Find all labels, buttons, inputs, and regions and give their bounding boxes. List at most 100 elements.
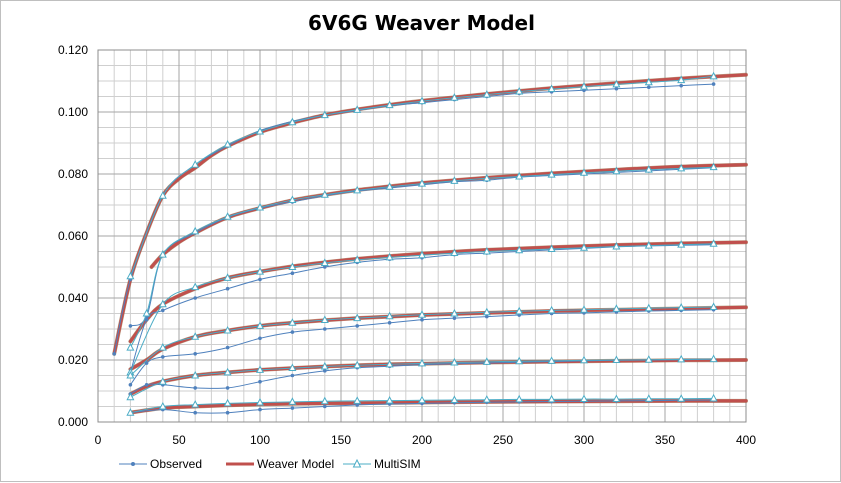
multisim-point [158, 401, 167, 410]
multisim-point [126, 271, 135, 280]
multisim-point [223, 273, 232, 281]
multisim-point [353, 313, 362, 322]
multisim-point [450, 248, 459, 257]
x-tick-label: 200 [412, 433, 432, 447]
multisim-point [353, 105, 362, 113]
multisim-point [385, 396, 394, 404]
multisim-point [482, 246, 491, 255]
observed-point [128, 324, 133, 328]
multisim-point [288, 318, 297, 326]
multisim-curve [129, 166, 715, 349]
multisim-point [255, 365, 265, 373]
legend-item-observed: Observed [119, 457, 202, 471]
multisim-point [223, 398, 232, 407]
multisim-point [417, 310, 427, 318]
multisim-point [482, 357, 491, 365]
multisim-point [191, 400, 200, 408]
multisim-point [482, 173, 491, 182]
multisim-point [158, 250, 167, 258]
multisim-point [353, 396, 362, 404]
multisim-point [612, 355, 621, 363]
observed-point [112, 352, 116, 356]
multisim-point [417, 358, 427, 367]
x-tick-label: 100 [250, 433, 270, 447]
x-tick-label: 300 [574, 433, 594, 447]
multisim-point [547, 305, 556, 314]
multisim-point [385, 252, 394, 261]
observed-point [193, 410, 197, 415]
observed-point [161, 308, 165, 313]
multisim-point [320, 258, 329, 266]
multisim-point [547, 170, 556, 178]
multisim-point [158, 377, 167, 385]
observed-point [144, 361, 149, 365]
multisim-point [353, 255, 362, 263]
multisim-point [288, 195, 297, 204]
observed-point [614, 86, 619, 91]
multisim-point [677, 163, 686, 172]
multisim-point [320, 315, 329, 324]
multisim-point [223, 325, 232, 334]
multisim-point [255, 321, 265, 329]
y-tick-label: 0.060 [58, 229, 88, 243]
x-tick-label: 350 [655, 433, 675, 447]
multisim-point [709, 302, 718, 310]
multisim-point [191, 226, 200, 235]
multisim-point [482, 395, 491, 403]
observed-point [290, 330, 295, 334]
multisim-point [677, 354, 686, 363]
multisim-point [255, 267, 265, 275]
multisim-point [288, 397, 297, 405]
multisim-point [450, 308, 459, 317]
multisim-point [255, 397, 265, 406]
x-tick-label: 400 [736, 433, 756, 447]
legend-marker [131, 462, 135, 466]
multisim-point [417, 250, 427, 259]
multisim-point [223, 212, 232, 220]
observed-point [193, 296, 197, 300]
observed-point [323, 404, 327, 409]
multisim-point [709, 393, 718, 402]
multisim-point [320, 190, 329, 198]
observed-point [193, 352, 197, 356]
x-tick-label: 0 [95, 433, 102, 447]
observed-point [290, 271, 295, 276]
multisim-point [450, 395, 459, 403]
multisim-point [644, 303, 653, 312]
observed-point [485, 314, 489, 319]
multisim-point [612, 394, 621, 403]
multisim-point [482, 307, 491, 316]
multisim-point [288, 262, 297, 270]
x-tick-label: 150 [331, 433, 351, 447]
multisim-point [255, 126, 265, 135]
multisim-point [579, 168, 589, 176]
multisim-point [677, 75, 686, 84]
multisim-point [126, 392, 135, 401]
multisim-point [644, 394, 653, 402]
multisim-point [579, 243, 589, 251]
multisim-point [385, 359, 394, 368]
multisim-point [515, 356, 524, 365]
observed-point [355, 403, 360, 407]
multisim-point [255, 202, 265, 211]
observed-point [290, 406, 295, 410]
multisim-point [579, 82, 589, 90]
multisim-point [677, 303, 686, 311]
observed-point [323, 327, 327, 331]
legend-marker [352, 458, 362, 468]
observed-point [144, 317, 149, 322]
legend-item-weaver-model: Weaver Model [226, 457, 334, 471]
y-tick-label: 0.100 [58, 105, 88, 119]
multisim-point [579, 305, 589, 313]
multisim-point [158, 299, 167, 308]
observed-point [711, 82, 716, 86]
multisim-point [644, 241, 653, 249]
multisim-point [482, 90, 491, 98]
multisim-point [612, 79, 621, 88]
multisim-point [191, 332, 200, 340]
y-tick-label: 0.000 [58, 415, 88, 429]
plot-border [97, 49, 747, 423]
y-tick-label: 0.020 [58, 353, 88, 367]
multisim-point [579, 394, 589, 403]
multisim-point [579, 355, 589, 364]
